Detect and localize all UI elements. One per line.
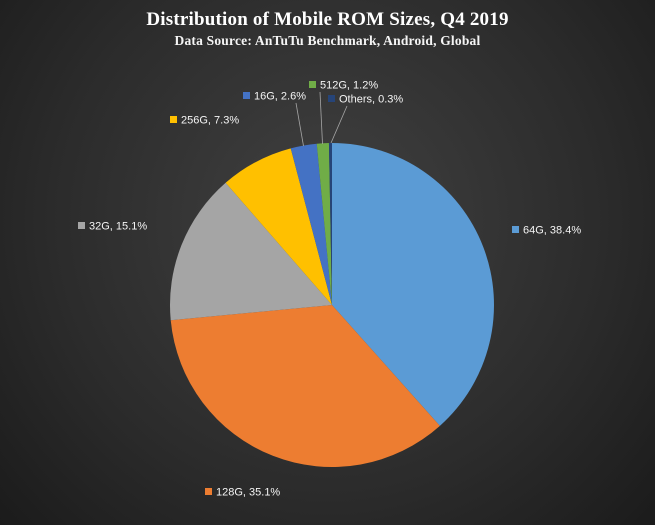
pie-slice-128g [170, 305, 440, 467]
slice-label-64g: 64G, 38.4% [523, 225, 581, 237]
leader-line-others [330, 105, 348, 144]
pie-slice-64g [332, 143, 494, 426]
pie-slice-16g [290, 143, 332, 305]
legend-marker-others [328, 95, 335, 102]
slice-label-others: Others, 0.3% [339, 94, 403, 106]
legend-marker-16g [243, 92, 250, 99]
chart-title: Distribution of Mobile ROM Sizes, Q4 201… [146, 9, 509, 30]
slice-label-16g: 16G, 2.6% [254, 91, 306, 103]
slice-label-32g: 32G, 15.1% [89, 221, 147, 233]
pie-slice-512g [316, 143, 332, 305]
legend-marker-32g [78, 222, 85, 229]
pie-slice-256g [225, 148, 332, 305]
legend-marker-64g [512, 226, 519, 233]
leader-line-512g [319, 91, 323, 145]
slice-label-256g: 256G, 7.3% [181, 115, 239, 127]
slice-label-512g: 512G, 1.2% [320, 80, 378, 92]
legend-marker-256g [170, 116, 177, 123]
slice-label-128g: 128G, 35.1% [216, 487, 280, 499]
legend-marker-512g [309, 81, 316, 88]
leader-line-16g [295, 102, 304, 147]
chart-subtitle: Data Source: AnTuTu Benchmark, Android, … [174, 33, 481, 48]
pie-slice-32g [170, 182, 332, 321]
pie-slice-others [328, 143, 332, 305]
legend-marker-128g [205, 488, 212, 495]
